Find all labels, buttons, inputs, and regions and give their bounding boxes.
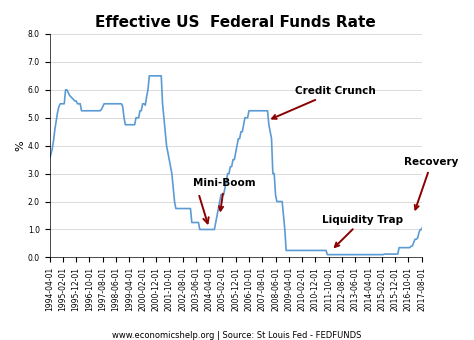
Title: Effective US  Federal Funds Rate: Effective US Federal Funds Rate	[95, 15, 376, 30]
Y-axis label: %: %	[15, 140, 25, 151]
Text: www.economicshelp.org | Source: St Louis Fed - FEDFUNDS: www.economicshelp.org | Source: St Louis…	[112, 331, 362, 340]
Text: Recovery: Recovery	[404, 157, 459, 209]
Text: Mini-Boom: Mini-Boom	[193, 178, 256, 210]
Text: Liquidity Trap: Liquidity Trap	[322, 215, 403, 247]
Text: Credit Crunch: Credit Crunch	[272, 86, 376, 119]
